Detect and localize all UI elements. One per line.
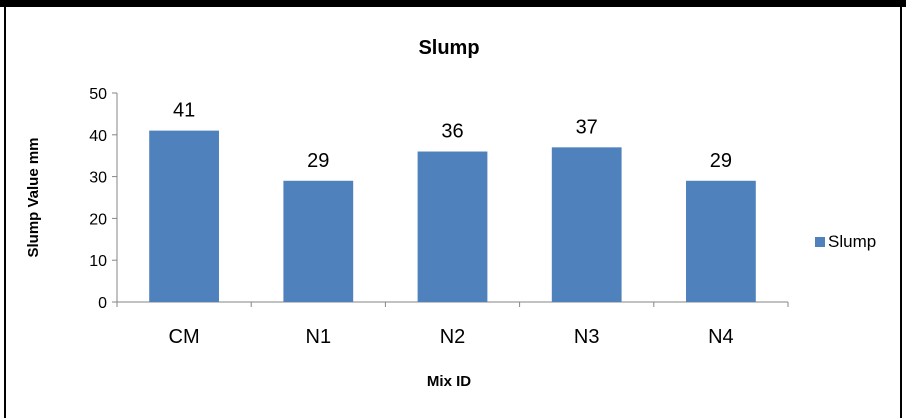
left-border [4,7,6,418]
bars: 41 CM 29 N1 36 N2 37 N3 29 N4 [149,100,756,348]
legend: Slump [815,232,876,251]
right-border [900,7,902,418]
top-border [0,0,906,7]
category-label-n3: N3 [574,326,600,348]
data-label-n3: 37 [576,116,598,138]
y-axis-title: Slump Value mm [25,137,42,257]
x-axis-title: Mix ID [427,373,471,390]
bar-n2 [417,151,488,302]
chart-title: Slump [418,37,479,59]
category-label-n2: N2 [440,326,466,348]
bar-cm [149,130,219,302]
category-label-n4: N4 [708,326,734,348]
bar-n4 [686,180,756,302]
legend-swatch-slump [815,237,825,247]
data-label-n1: 29 [307,150,329,172]
bar-n1 [283,180,354,302]
y-tick-label: 40 [89,128,107,145]
legend-label-slump: Slump [828,232,876,251]
data-label-n2: 36 [441,121,463,143]
y-tick-label: 20 [89,211,107,228]
y-tick-label: 30 [89,170,107,187]
category-label-n1: N1 [306,326,332,348]
data-label-cm: 41 [173,100,195,122]
bar-n3 [551,147,622,302]
y-tick-label: 0 [98,295,107,312]
category-label-cm: CM [169,326,200,348]
data-label-n4: 29 [710,150,732,172]
y-tick-label: 50 [89,86,107,103]
y-tick-label: 10 [89,253,107,270]
